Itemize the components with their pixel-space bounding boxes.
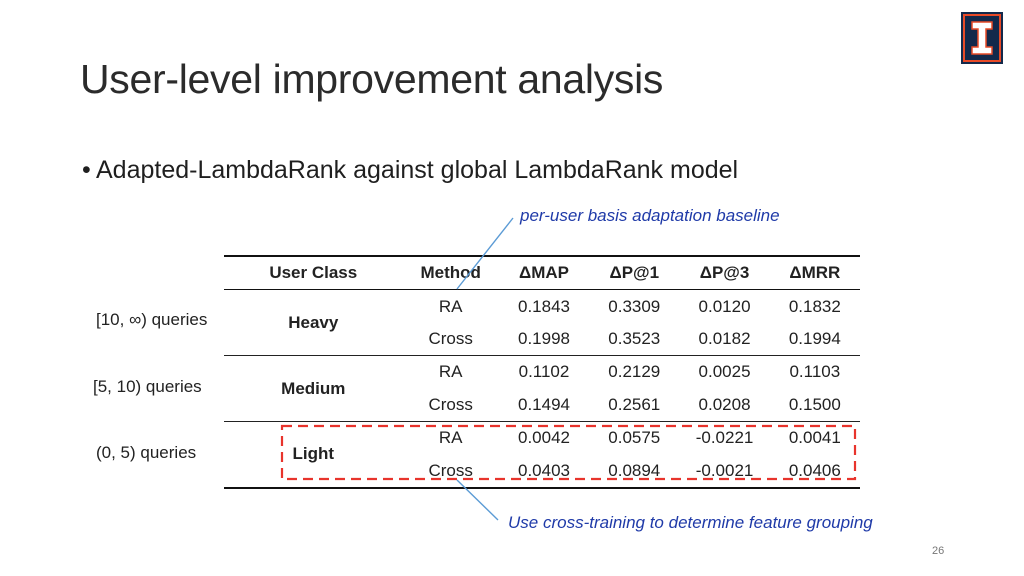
group-light: Light RA 0.0042 0.0575 -0.0221 0.0041 Cr… [224, 421, 860, 488]
method-cell: Cross [428, 460, 473, 480]
method-cell: RA [438, 296, 463, 316]
query-range-light: (0, 5) queries [96, 443, 197, 462]
delta-map-cell: 0.1998 [517, 328, 570, 348]
delta-map-cell: 0.1494 [517, 394, 570, 414]
delta-mrr-cell: 0.1994 [788, 328, 841, 348]
delta-p1-cell: 0.3309 [608, 296, 661, 316]
table-row: Heavy RA 0.1843 0.3309 0.0120 0.1832 [224, 290, 860, 332]
table-row: Light RA 0.0042 0.0575 -0.0221 0.0041 [224, 421, 860, 463]
delta-p1-cell: 0.0894 [608, 460, 661, 480]
delta-p3-cell: -0.0021 [695, 460, 754, 480]
delta-p3-cell: 0.0025 [698, 362, 751, 382]
delta-map-cell: 0.1843 [517, 296, 570, 316]
table-row: Cross 0.1998 0.3523 0.0182 0.1994 [224, 323, 860, 356]
header-user-class: User Class [269, 263, 358, 283]
user-class-cell: Medium [281, 378, 346, 398]
user-class-cell: Light [292, 444, 335, 464]
delta-map-cell: 0.0042 [517, 428, 570, 448]
query-range-heavy: [10, ∞) queries [96, 310, 208, 329]
user-class-cell: Heavy [288, 312, 339, 332]
delta-mrr-cell: 0.0406 [788, 460, 841, 480]
header-delta-map: ΔMAP [518, 263, 569, 283]
delta-mrr-cell: 0.1832 [788, 296, 841, 316]
delta-mrr-cell: 0.1103 [789, 362, 841, 382]
slide-title: User-level improvement analysis [80, 56, 664, 102]
delta-p3-cell: -0.0221 [695, 428, 754, 448]
method-cell: Cross [428, 328, 473, 348]
delta-p1-cell: 0.3523 [608, 328, 661, 348]
annotation-cross-training: Use cross-training to determine feature … [508, 513, 873, 532]
method-cell: RA [438, 362, 463, 382]
query-range-medium: [5, 10) queries [93, 377, 202, 396]
group-heavy: Heavy RA 0.1843 0.3309 0.0120 0.1832 Cro… [224, 290, 860, 356]
header-delta-p1: ΔP@1 [609, 263, 660, 283]
bullet-text: Adapted-LambdaRank against global Lambda… [96, 156, 739, 184]
page-number: 26 [932, 545, 945, 557]
delta-map-cell: 0.0403 [517, 460, 570, 480]
header-method: Method [420, 263, 481, 283]
delta-p3-cell: 0.0182 [698, 328, 751, 348]
delta-p3-cell: 0.0208 [698, 394, 751, 414]
table-header-row: User Class Method ΔMAP ΔP@1 ΔP@3 ΔMRR [224, 256, 860, 290]
method-cell: RA [438, 428, 463, 448]
header-delta-p3: ΔP@3 [699, 263, 750, 283]
delta-p1-cell: 0.2129 [608, 362, 661, 382]
header-delta-mrr: ΔMRR [789, 263, 841, 283]
table-row: Medium RA 0.1102 0.2129 0.0025 0.1103 [224, 355, 860, 398]
university-logo-icon [961, 12, 1003, 64]
delta-mrr-cell: 0.1500 [788, 394, 841, 414]
delta-p3-cell: 0.0120 [698, 296, 751, 316]
group-medium: Medium RA 0.1102 0.2129 0.0025 0.1103 Cr… [224, 355, 860, 422]
annotation-adaptation-baseline: per-user basis adaptation baseline [520, 206, 780, 225]
delta-p1-cell: 0.0575 [608, 428, 661, 448]
delta-mrr-cell: 0.0041 [788, 428, 841, 448]
table-row: Cross 0.1494 0.2561 0.0208 0.1500 [224, 389, 860, 422]
bullet-dot: • [82, 156, 91, 184]
results-table: User Class Method ΔMAP ΔP@1 ΔP@3 ΔMRR He… [224, 255, 860, 489]
delta-p1-cell: 0.2561 [608, 394, 661, 414]
bullet-point: • Adapted-LambdaRank against global Lambd… [82, 156, 738, 185]
method-cell: Cross [428, 394, 473, 414]
delta-map-cell: 0.1102 [518, 362, 570, 382]
